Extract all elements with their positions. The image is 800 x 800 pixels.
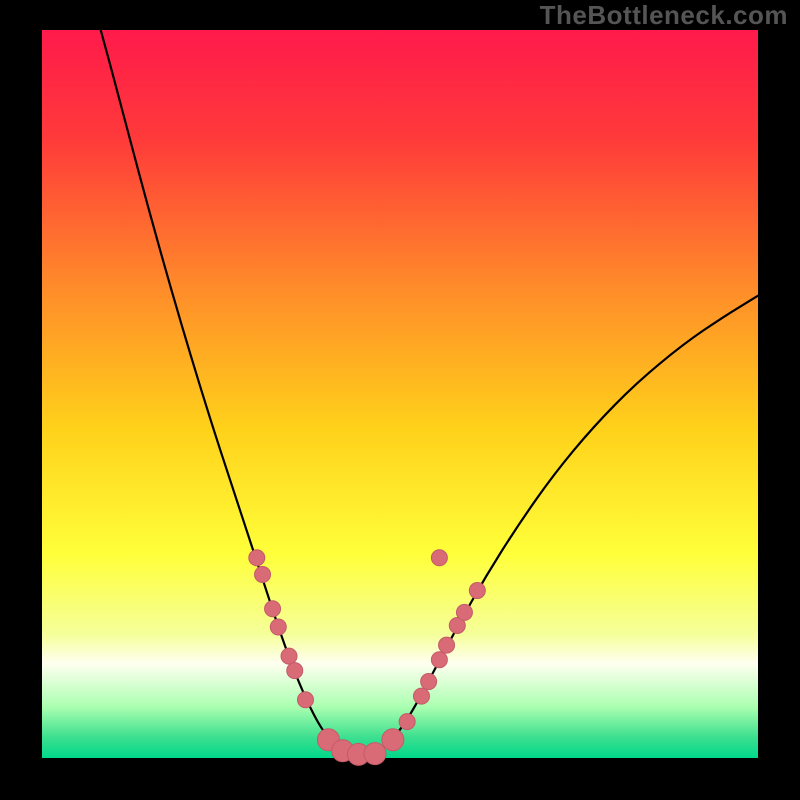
data-marker: [413, 688, 429, 704]
data-marker: [431, 652, 447, 668]
data-marker: [281, 648, 297, 664]
data-marker: [439, 637, 455, 653]
data-marker: [469, 583, 485, 599]
data-marker: [399, 714, 415, 730]
data-marker: [265, 601, 281, 617]
data-marker: [287, 663, 303, 679]
data-marker: [249, 550, 265, 566]
data-marker: [421, 674, 437, 690]
data-marker: [270, 619, 286, 635]
watermark-text: TheBottleneck.com: [540, 0, 788, 31]
data-marker: [431, 550, 447, 566]
data-marker: [364, 743, 386, 765]
data-marker: [382, 729, 404, 751]
plot-gradient-area: [42, 30, 758, 758]
bottleneck-chart: [0, 0, 800, 800]
data-marker: [297, 692, 313, 708]
data-marker: [255, 567, 271, 583]
data-marker: [456, 604, 472, 620]
